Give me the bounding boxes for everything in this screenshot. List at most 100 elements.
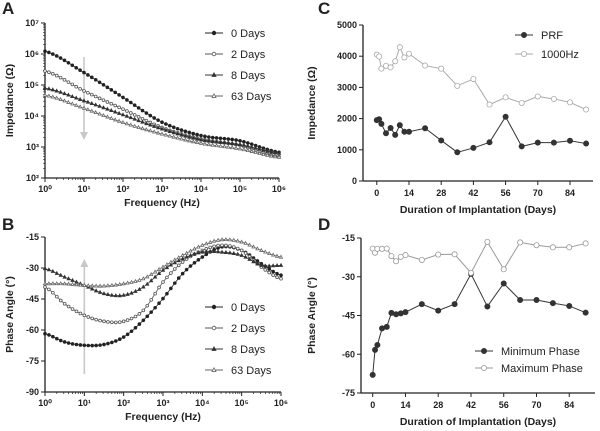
data-point: [97, 111, 102, 116]
data-point: [175, 126, 180, 131]
y-tick-label: 3000: [337, 82, 357, 92]
data-point: [210, 135, 215, 140]
data-point: [204, 249, 209, 254]
data-point: [102, 319, 106, 324]
data-point: [204, 252, 209, 257]
data-point: [125, 318, 130, 322]
data-point: [257, 150, 262, 155]
data-point: [533, 296, 540, 303]
data-point: [215, 237, 221, 242]
x-tick-label: 10⁶: [272, 184, 286, 194]
legend-label: 2 Days: [231, 323, 266, 335]
data-point: [376, 116, 383, 123]
series-8-days: [42, 248, 284, 298]
data-point: [137, 322, 142, 326]
data-point: [128, 122, 134, 127]
x-tick-label: 10³: [156, 398, 169, 408]
data-point: [218, 136, 223, 141]
legend-marker-icon: [521, 51, 528, 58]
data-point: [89, 286, 95, 291]
data-point: [263, 263, 268, 268]
data-point: [93, 77, 98, 82]
data-point: [149, 298, 154, 302]
data-point: [98, 343, 102, 347]
data-point: [387, 64, 394, 71]
data-point: [218, 143, 223, 148]
data-point: [101, 105, 106, 110]
data-point: [62, 301, 67, 306]
data-point: [279, 273, 283, 278]
data-point: [77, 104, 83, 109]
data-point: [78, 282, 83, 287]
data-point: [74, 309, 79, 314]
data-point: [82, 313, 87, 318]
data-point: [271, 269, 275, 274]
data-point: [176, 263, 181, 268]
data-point: [93, 94, 98, 99]
data-point: [267, 270, 272, 275]
panel-C: C 0 14 28 42 56 70 84 0 1000 2000 3000 4000 5000 Durat…: [306, 0, 593, 216]
data-point: [228, 244, 232, 248]
data-point: [272, 150, 278, 155]
data-point: [484, 238, 491, 245]
data-point: [148, 113, 153, 118]
data-point: [66, 92, 71, 97]
data-point: [270, 263, 276, 268]
data-point: [140, 126, 145, 131]
data-point: [54, 294, 59, 299]
data-point: [486, 101, 493, 108]
data-point: [137, 312, 142, 316]
x-tick-label: 10⁴: [195, 398, 209, 408]
data-point: [78, 87, 82, 91]
legend-marker-icon: [211, 51, 217, 57]
data-point: [265, 152, 270, 157]
data-point: [187, 138, 192, 143]
legend-item: 2 Days: [205, 323, 266, 335]
data-point: [418, 301, 425, 308]
data-point: [418, 256, 425, 263]
data-point: [43, 285, 47, 289]
legend-item: PRF: [515, 30, 563, 42]
data-point: [583, 106, 590, 113]
data-point: [132, 116, 137, 121]
data-point: [168, 123, 172, 128]
data-point: [136, 115, 141, 119]
data-point: [113, 293, 119, 298]
y-tick-label: 10²: [26, 173, 39, 183]
panel-label-B: B: [2, 215, 14, 234]
data-point: [173, 281, 177, 285]
legend-marker-icon: [211, 30, 217, 36]
series-1000hz: [373, 44, 590, 113]
data-point: [132, 123, 137, 128]
data-point: [66, 276, 71, 281]
data-point: [97, 283, 103, 288]
legend-marker-icon: [211, 93, 217, 98]
data-point: [94, 343, 98, 348]
data-point: [405, 50, 412, 57]
series-minimum-phase: [369, 270, 589, 378]
x-tick-label: 56: [499, 400, 509, 410]
data-point: [54, 270, 60, 275]
data-point: [222, 136, 227, 141]
data-point: [171, 134, 176, 139]
data-point: [199, 133, 203, 138]
data-point: [175, 135, 180, 140]
data-point: [81, 98, 87, 103]
data-point: [113, 90, 117, 95]
data-point: [70, 63, 75, 68]
data-point: [220, 243, 224, 248]
data-point: [50, 268, 56, 273]
legend-marker-icon: [211, 346, 217, 351]
panel-B: B 10⁰ 10¹ 10² 10³ 10⁴ 10⁵ 10⁶ -90 -75 -60 -45 -30 -15…: [2, 215, 288, 423]
data-point: [207, 239, 213, 244]
data-point: [132, 103, 137, 108]
y-tick-label: 0: [352, 176, 357, 186]
data-point: [129, 100, 133, 105]
x-tick-label: 70: [533, 188, 543, 198]
data-point: [50, 281, 56, 286]
data-point: [241, 147, 247, 152]
data-point: [245, 147, 251, 153]
data-point: [133, 278, 138, 283]
data-point: [66, 99, 71, 104]
data-point: [259, 247, 264, 252]
